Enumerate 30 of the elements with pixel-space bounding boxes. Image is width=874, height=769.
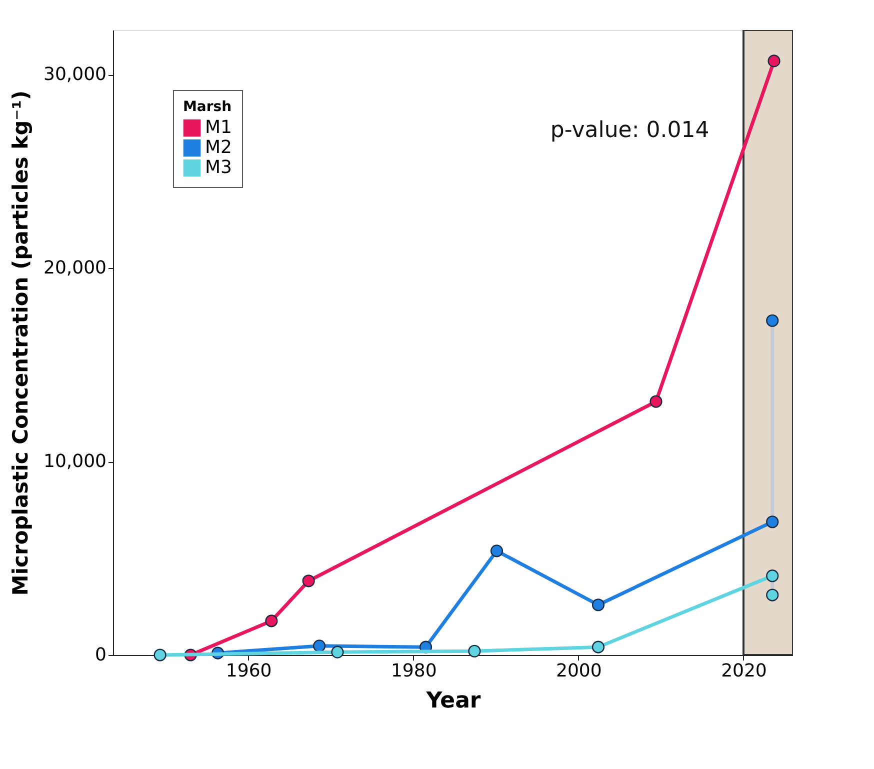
point — [490, 544, 504, 558]
legend-label: M1 — [205, 117, 232, 138]
y-tick-label: 0 — [95, 644, 106, 666]
point — [650, 395, 662, 408]
legend-label: M2 — [205, 137, 232, 158]
point — [592, 640, 605, 654]
point — [154, 648, 166, 662]
y-tick-label: 20,000 — [44, 258, 106, 279]
point — [468, 644, 481, 658]
x-tick-label: 2020 — [721, 660, 767, 682]
point — [313, 640, 326, 652]
x-tick-label: 1980 — [390, 660, 437, 682]
legend-title: Marsh — [183, 99, 232, 115]
x-tick-label: 1960 — [226, 660, 272, 682]
point — [592, 598, 605, 612]
y-tick-label: 30,000 — [44, 64, 106, 86]
point — [302, 574, 315, 588]
point — [766, 570, 779, 582]
point — [766, 314, 779, 327]
x-tick-label: 2000 — [556, 660, 602, 682]
y-tick-label: 10,000 — [44, 451, 106, 472]
x-axis-title: Year — [425, 688, 481, 714]
point — [766, 588, 779, 602]
point — [766, 516, 779, 528]
y-axis-title: Microplastic Concentration (particles kg⁻¹) — [8, 90, 33, 596]
annotation: p-value: 0.014 — [550, 118, 710, 143]
point — [265, 614, 278, 628]
point — [331, 646, 344, 658]
legend-label: M3 — [205, 157, 232, 178]
point — [768, 54, 780, 68]
